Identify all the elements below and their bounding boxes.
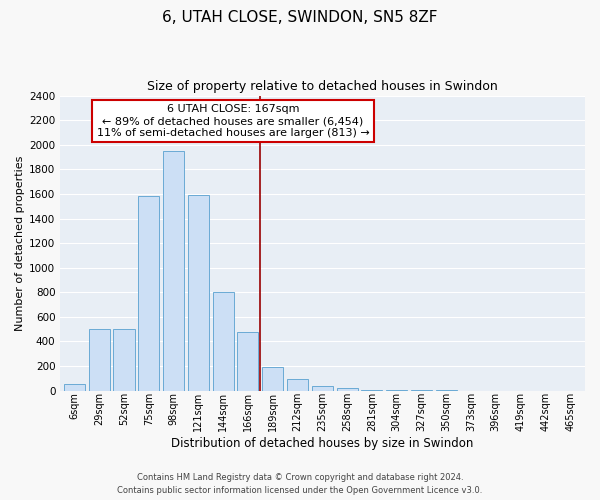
- Text: Contains HM Land Registry data © Crown copyright and database right 2024.
Contai: Contains HM Land Registry data © Crown c…: [118, 474, 482, 495]
- Bar: [163, 151, 184, 390]
- Bar: [312, 386, 333, 390]
- Bar: [238, 332, 259, 390]
- Bar: [89, 329, 110, 390]
- X-axis label: Distribution of detached houses by size in Swindon: Distribution of detached houses by size …: [171, 437, 473, 450]
- Bar: [287, 379, 308, 390]
- Bar: [113, 329, 134, 390]
- Bar: [188, 195, 209, 390]
- Text: 6, UTAH CLOSE, SWINDON, SN5 8ZF: 6, UTAH CLOSE, SWINDON, SN5 8ZF: [162, 10, 438, 25]
- Bar: [212, 292, 233, 390]
- Bar: [262, 368, 283, 390]
- Text: 6 UTAH CLOSE: 167sqm
← 89% of detached houses are smaller (6,454)
11% of semi-de: 6 UTAH CLOSE: 167sqm ← 89% of detached h…: [97, 104, 370, 138]
- Bar: [64, 384, 85, 390]
- Bar: [138, 196, 160, 390]
- Title: Size of property relative to detached houses in Swindon: Size of property relative to detached ho…: [147, 80, 497, 93]
- Y-axis label: Number of detached properties: Number of detached properties: [15, 156, 25, 331]
- Bar: [337, 388, 358, 390]
